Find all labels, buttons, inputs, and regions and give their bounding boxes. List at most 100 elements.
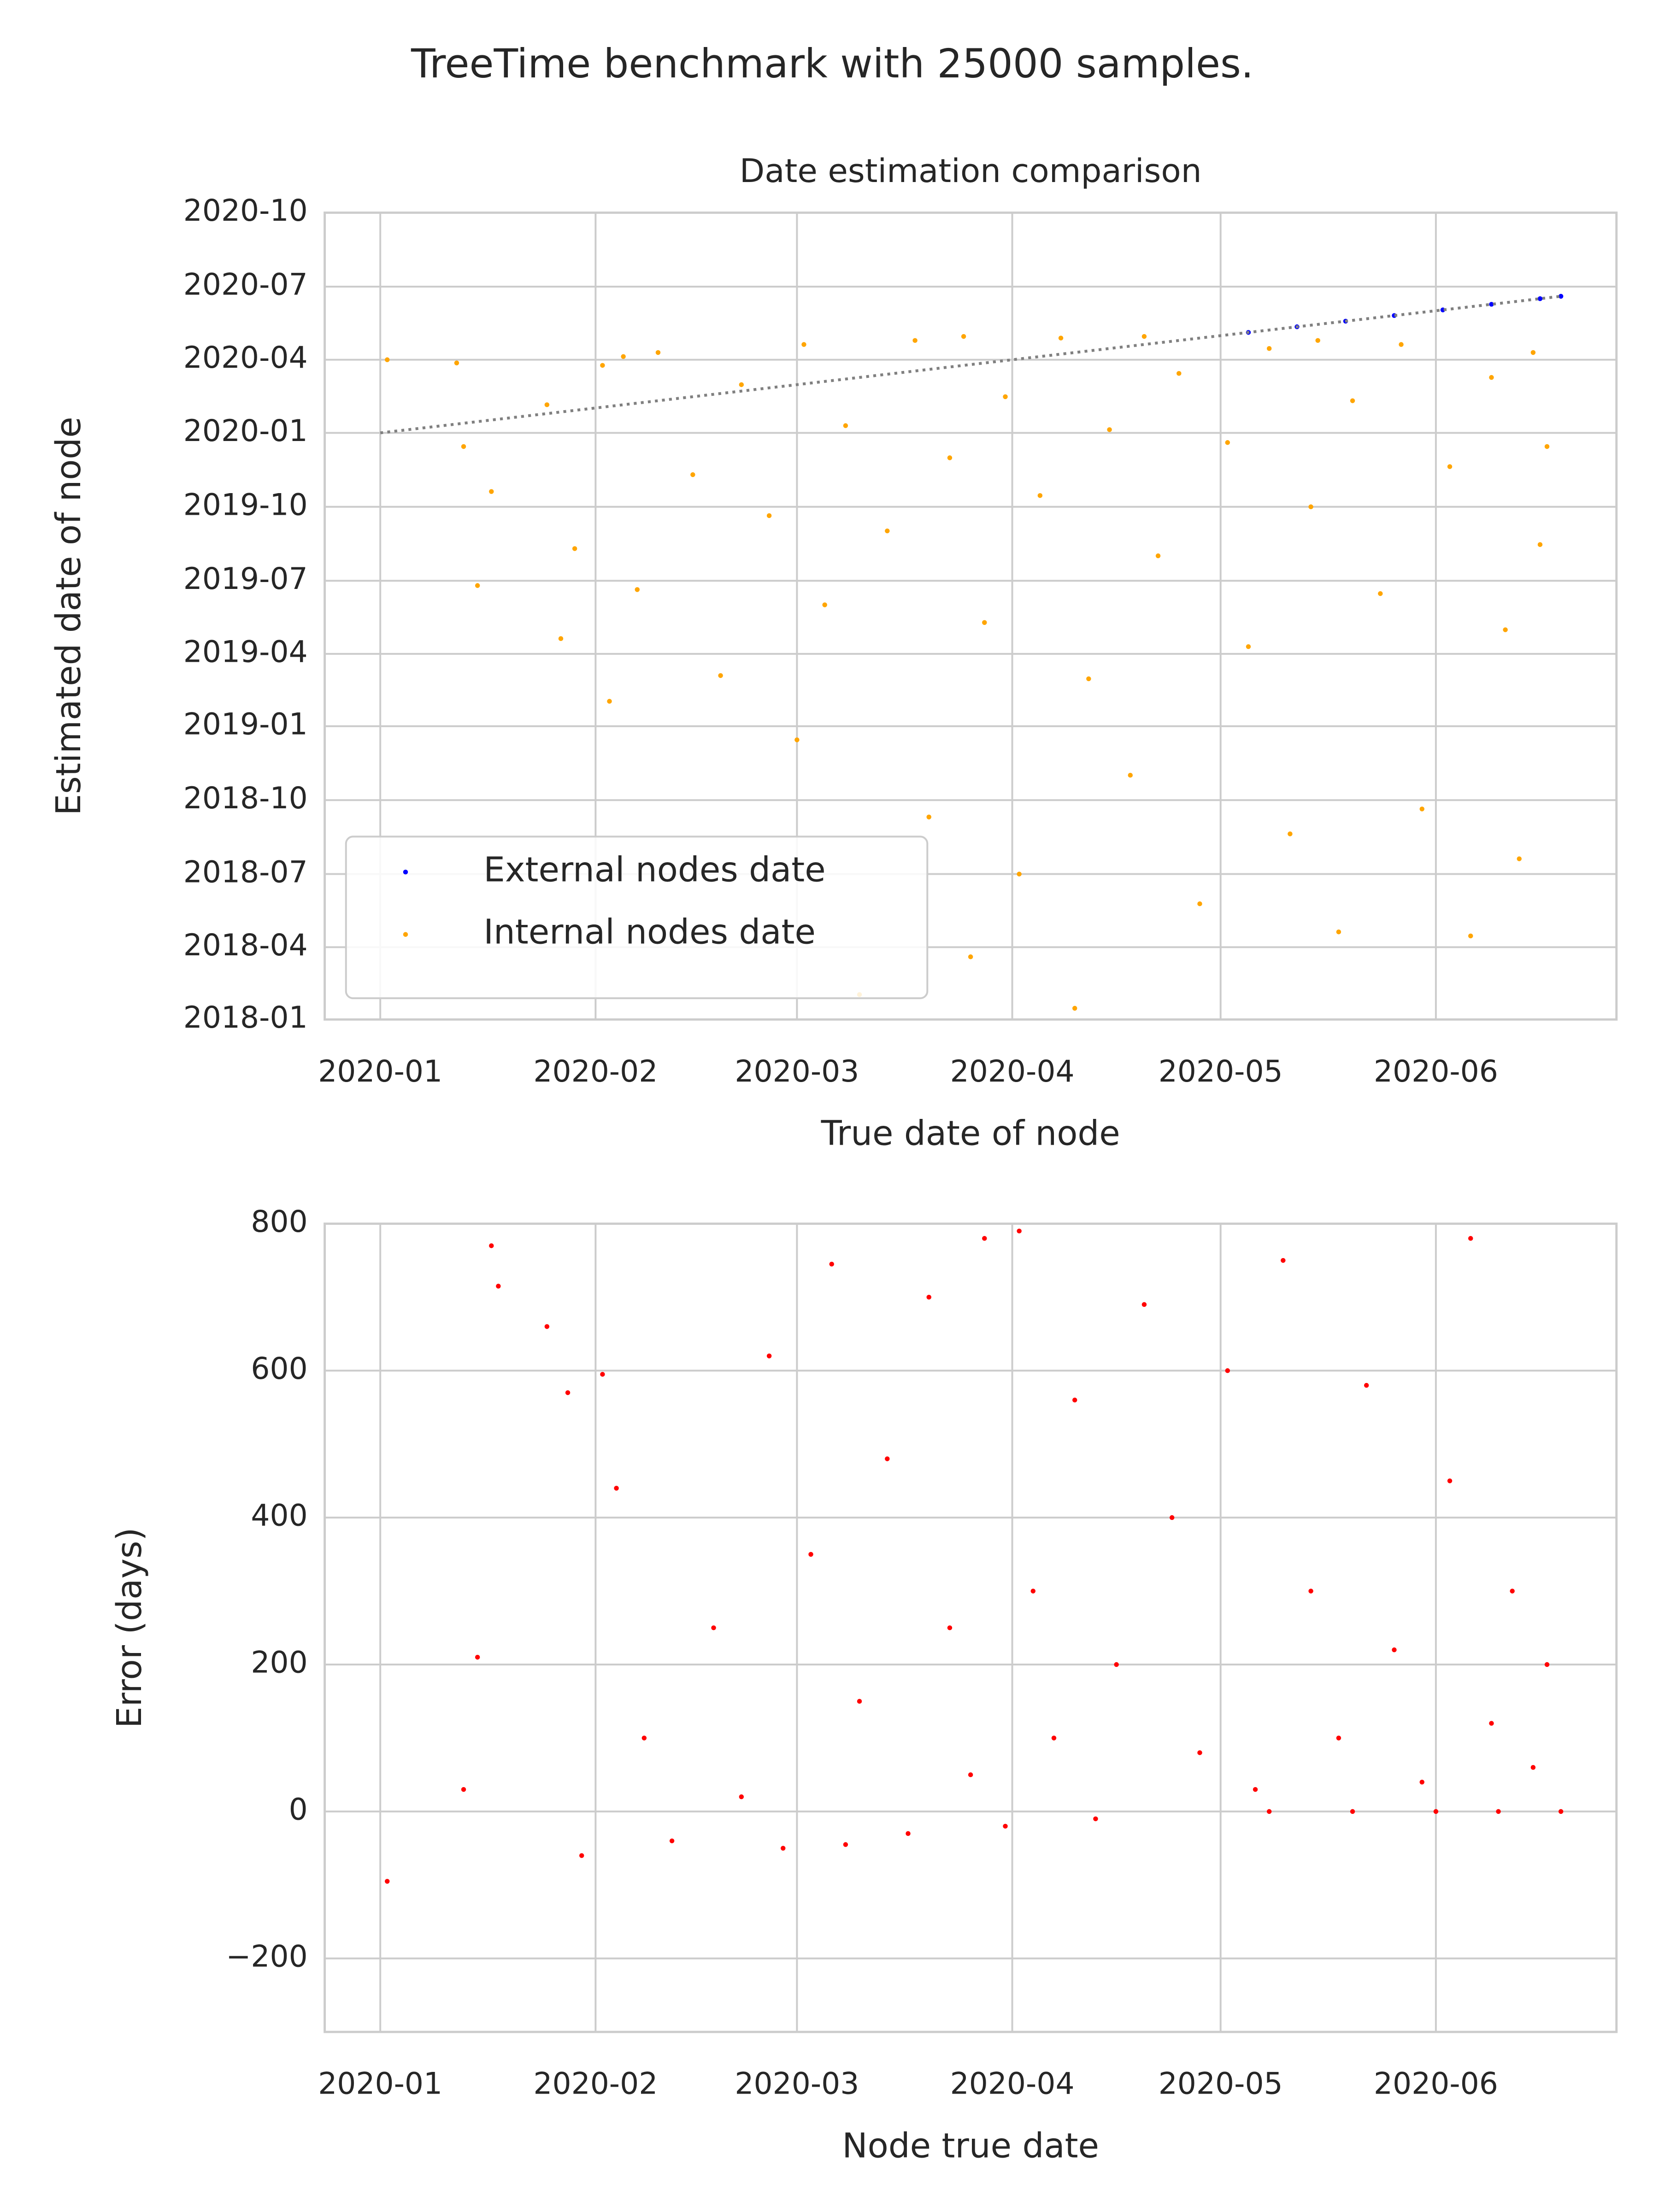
point [621, 354, 626, 359]
point [1468, 933, 1473, 939]
point [1072, 1397, 1077, 1403]
plot-frame [324, 212, 1618, 1021]
point [1544, 444, 1550, 449]
point [906, 1831, 911, 1836]
point [912, 338, 918, 343]
y-tick-label: 0 [289, 1792, 308, 1827]
y-tick-label: 2018-01 [183, 1000, 308, 1035]
point [461, 444, 466, 449]
point [1266, 346, 1272, 351]
x-tick-label: 2020-05 [1159, 1054, 1283, 1089]
point [1419, 1779, 1424, 1785]
x-tick-label: 2020-01 [318, 1054, 442, 1089]
point [1530, 1765, 1536, 1770]
point [1489, 1721, 1494, 1726]
point [1489, 375, 1494, 380]
point [496, 1283, 501, 1289]
point [1336, 1735, 1341, 1741]
point [766, 513, 772, 518]
point [607, 699, 612, 704]
x-tick-label: 2020-02 [533, 2067, 658, 2101]
y-tick-label: 2019-07 [183, 562, 308, 596]
point [600, 1372, 605, 1377]
point [718, 673, 723, 678]
legend-marker [403, 870, 408, 875]
point [1288, 831, 1293, 836]
point [926, 814, 931, 820]
point [968, 1772, 973, 1777]
point [544, 1324, 550, 1329]
y-tick-label: 800 [251, 1205, 307, 1239]
point [1530, 350, 1536, 355]
point [781, 1846, 786, 1851]
point [1266, 1809, 1272, 1814]
plot-frame [324, 1222, 1618, 2033]
figure-title: TreeTime benchmark with 25000 samples. [411, 41, 1253, 87]
point [454, 360, 459, 365]
point [1419, 806, 1424, 812]
point [766, 1353, 772, 1359]
point [739, 382, 744, 387]
legend-marker [403, 932, 408, 937]
y-tick-label: 2019-01 [183, 707, 308, 741]
point [1537, 296, 1543, 301]
point [1086, 676, 1091, 682]
point [579, 1853, 584, 1858]
y-tick-label: 2020-10 [183, 194, 308, 228]
legend-label: Internal nodes date [483, 912, 816, 952]
point [1114, 1662, 1119, 1667]
y-tick-label: 2019-04 [183, 635, 308, 669]
y-tick-label: 2019-10 [183, 488, 308, 522]
point [1030, 1588, 1036, 1594]
x-tick-label: 2020-05 [1159, 2067, 1283, 2101]
point [1489, 302, 1494, 307]
y-tick-label: −200 [226, 1939, 307, 1974]
point [829, 1261, 834, 1267]
x-tick-label: 2020-04 [950, 1054, 1075, 1089]
point [1468, 1236, 1473, 1241]
point [1350, 398, 1355, 403]
point [1093, 1816, 1098, 1822]
point [1364, 1382, 1369, 1388]
point [1503, 627, 1508, 632]
point [385, 1879, 390, 1884]
point [655, 350, 661, 355]
point [565, 1390, 571, 1395]
point [1141, 1302, 1147, 1307]
point [822, 602, 827, 607]
point [982, 1236, 987, 1241]
point [1433, 1809, 1439, 1814]
point [1072, 1006, 1077, 1011]
point [1197, 1750, 1202, 1755]
point [475, 583, 480, 588]
point [1037, 493, 1043, 498]
point [1558, 1809, 1564, 1814]
point [1051, 1735, 1057, 1741]
x-tick-label: 2020-03 [735, 2067, 859, 2101]
chart-title: Date estimation comparison [740, 152, 1202, 190]
x-tick-label: 2020-04 [950, 2067, 1075, 2101]
point [1544, 1662, 1550, 1667]
point [857, 1699, 862, 1704]
point [947, 455, 953, 460]
point [1107, 427, 1112, 432]
point [843, 423, 848, 428]
point [1017, 1229, 1022, 1234]
x-tick-label: 2020-06 [1374, 1054, 1498, 1089]
x-tick-label: 2020-02 [533, 1054, 658, 1089]
y-tick-label: 200 [251, 1646, 307, 1680]
point [1399, 342, 1404, 347]
point [1177, 371, 1182, 376]
point [1017, 871, 1022, 877]
y-tick-label: 600 [251, 1352, 307, 1386]
point [475, 1654, 480, 1660]
legend-box [345, 835, 929, 1000]
point [1308, 504, 1313, 509]
x-tick-label: 2020-03 [735, 1054, 859, 1089]
point [1447, 464, 1453, 469]
point [1537, 542, 1543, 547]
y-axis-label: Estimated date of node [49, 417, 88, 815]
